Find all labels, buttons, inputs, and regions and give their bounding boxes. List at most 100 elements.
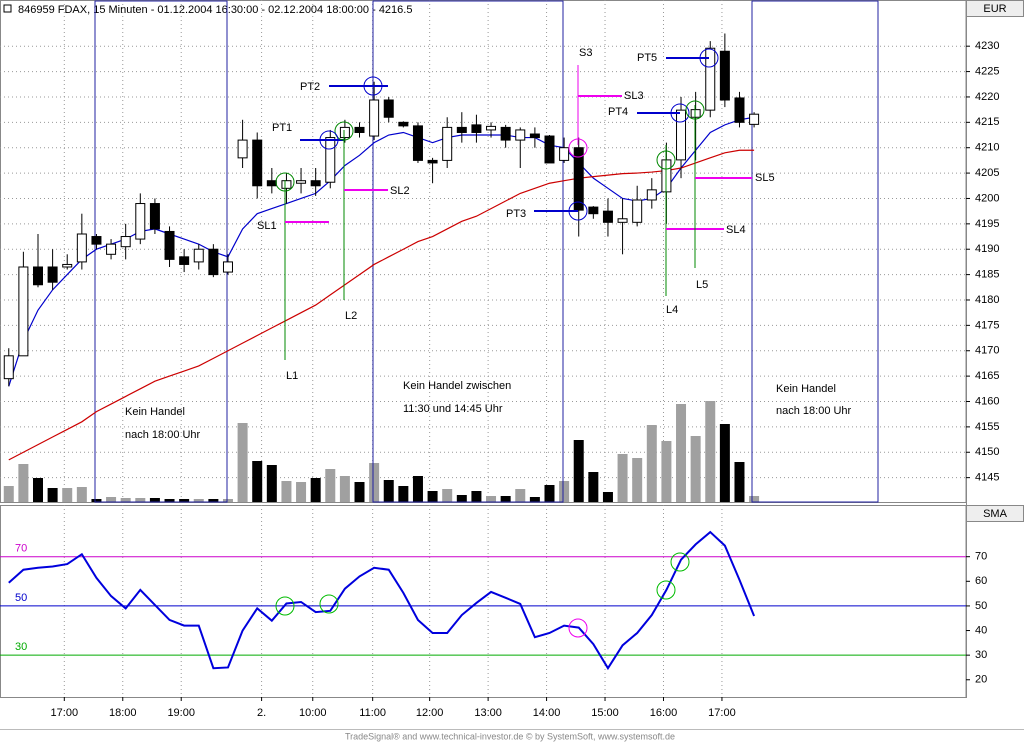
candle-body: [456, 126, 467, 133]
volume-bar: [149, 498, 160, 502]
volume-bar: [18, 464, 29, 502]
candle-body: [32, 266, 43, 286]
candle-body: [135, 203, 146, 240]
candle-body: [515, 129, 526, 141]
volume-bar: [281, 481, 292, 502]
candle-body: [106, 243, 117, 255]
y-tick-label: 20: [975, 674, 987, 686]
y-tick-label: 70: [975, 551, 987, 563]
candle-body: [705, 47, 716, 111]
y-tick-label: 4210: [975, 142, 999, 154]
annotation: Kein Handel: [125, 406, 185, 418]
candle-body: [164, 230, 175, 260]
candle-body: [325, 137, 336, 183]
signal-circle: [319, 130, 339, 150]
candle-body: [266, 180, 277, 187]
candle-body: [369, 99, 380, 137]
candle-body: [559, 147, 570, 161]
candle-body: [529, 133, 540, 139]
volume-bar: [456, 495, 467, 502]
annotation: SL2: [390, 185, 410, 197]
y-tick-label: 4220: [975, 91, 999, 103]
y-tick-label: 4205: [975, 167, 999, 179]
volume-bar: [135, 498, 146, 502]
candle-body: [471, 124, 482, 133]
annotation: PT3: [506, 208, 526, 220]
volume-bar: [559, 481, 570, 502]
annotation: 11:30 und 14:45 Uhr: [403, 403, 503, 415]
volume-bar: [252, 461, 263, 502]
candle-body: [76, 233, 87, 263]
volume-bar: [120, 498, 131, 502]
x-tick-label: 13:00: [474, 707, 502, 719]
annotation: PT4: [608, 106, 628, 118]
volume-bar: [705, 401, 716, 502]
volume-bar: [237, 423, 248, 502]
volume-bar: [3, 486, 14, 502]
y-tick-label: 4225: [975, 65, 999, 77]
volume-bar: [719, 424, 730, 502]
x-tick-label: 19:00: [167, 707, 195, 719]
indicator-line: [8, 530, 756, 671]
candle-body: [734, 97, 745, 123]
candle-body: [412, 125, 423, 161]
volume-bar: [193, 499, 204, 502]
candle-body: [617, 218, 628, 223]
candle-body: [47, 266, 58, 283]
no-trade-zone: [372, 0, 564, 503]
no-trade-zone: [751, 0, 879, 503]
candle-body: [354, 126, 365, 133]
volume-bar: [222, 499, 233, 502]
candle-body: [398, 121, 409, 127]
candle-body: [18, 266, 29, 357]
annotation: L1: [286, 370, 298, 382]
reference-label: 50: [15, 592, 27, 604]
signal-circle: [685, 100, 705, 120]
volume-bar: [412, 476, 423, 502]
volume-bar: [296, 482, 307, 502]
volume-bar: [573, 440, 584, 502]
candle-body: [383, 99, 394, 118]
volume-bar: [76, 487, 87, 502]
annotation: PT5: [637, 52, 657, 64]
annotation: PT1: [272, 122, 292, 134]
reference-label: 30: [15, 641, 27, 653]
candle-body: [193, 248, 204, 263]
candle-body: [120, 236, 131, 248]
title-icon: [3, 4, 12, 13]
volume-bar: [369, 463, 380, 502]
moving-average: [8, 149, 755, 461]
candle-body: [544, 135, 555, 164]
volume-bar: [676, 404, 687, 502]
x-tick-label: 17:00: [51, 707, 79, 719]
candle-body: [500, 126, 511, 141]
candle-body: [252, 139, 263, 187]
annotation: L5: [696, 279, 708, 291]
signal-circle: [275, 596, 295, 616]
volume-bar: [427, 491, 438, 502]
volume-bar: [442, 489, 453, 502]
candle-body: [573, 147, 584, 211]
x-tick-label: 17:00: [708, 707, 736, 719]
volume-bar: [529, 497, 540, 502]
signal-circle: [568, 138, 588, 158]
annotation: Kein Handel zwischen: [403, 380, 511, 392]
candle-body: [62, 263, 73, 268]
volume-bar: [91, 499, 102, 502]
candle-body: [281, 180, 292, 189]
y-tick-label: 4150: [975, 446, 999, 458]
volume-bar: [661, 441, 672, 502]
y-tick-label: 4215: [975, 116, 999, 128]
volume-bar: [486, 496, 497, 502]
candle-body: [339, 126, 350, 139]
candle-body: [690, 109, 701, 118]
annotation: L2: [345, 310, 357, 322]
x-tick-label: 18:00: [109, 707, 137, 719]
signal-circle: [275, 172, 295, 192]
y-tick-label: 30: [975, 649, 987, 661]
reference-label: 70: [15, 543, 27, 555]
annotation: L4: [666, 304, 678, 316]
volume-bar: [325, 469, 336, 502]
signal-circle: [568, 201, 588, 221]
